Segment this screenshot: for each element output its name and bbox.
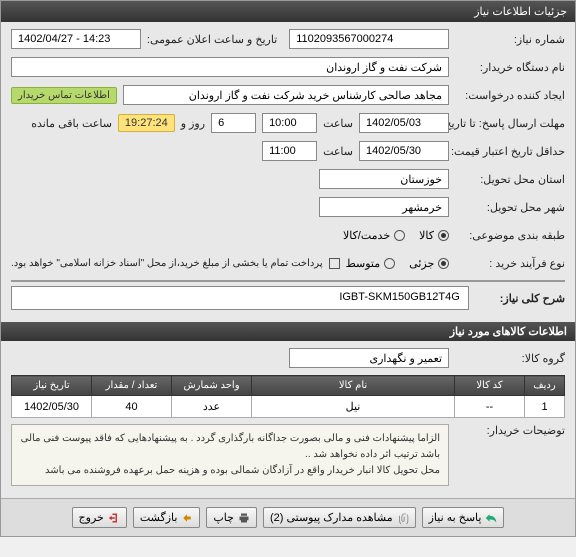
reply-icon	[485, 512, 497, 524]
table-row[interactable]: 1 -- نیل عدد 40 1402/05/30	[12, 396, 565, 418]
category-radios: کالا خدمت/کالا	[343, 229, 449, 242]
buyer-org-field: شرکت نفت و گاز اروندان	[11, 57, 449, 77]
td-date: 1402/05/30	[12, 396, 92, 418]
radio-icon	[384, 258, 395, 269]
buy-type-radios: جزئی متوسط	[346, 257, 450, 270]
province-field: خوزستان	[319, 169, 449, 189]
divider	[11, 280, 565, 282]
cat-service-label: خدمت/کالا	[343, 229, 390, 242]
need-details-window: جزئیات اطلاعات نیاز شماره نیاز: 11020935…	[0, 0, 576, 537]
table-header-row: ردیف کد کالا نام کالا واحد شمارش تعداد /…	[12, 376, 565, 396]
reply-label: پاسخ به نیاز	[429, 511, 482, 524]
validity-time: 11:00	[262, 141, 317, 161]
back-label: بازگشت	[140, 511, 178, 524]
reply-button[interactable]: پاسخ به نیاز	[422, 507, 505, 528]
items-header: اطلاعات کالاهای مورد نیاز	[1, 322, 575, 341]
radio-checked-icon	[438, 230, 449, 241]
days-field: 6	[211, 113, 256, 133]
print-button[interactable]: چاپ	[206, 507, 257, 528]
contact-badge[interactable]: اطلاعات تماس خریدار	[11, 87, 117, 104]
buyer-org-label: نام دستگاه خریدار:	[455, 61, 565, 74]
exit-icon	[108, 512, 120, 524]
group-field: تعمیر و نگهداری	[289, 348, 449, 368]
items-table: ردیف کد کالا نام کالا واحد شمارش تعداد /…	[11, 375, 565, 418]
city-field: خرمشهر	[319, 197, 449, 217]
public-date-label: تاریخ و ساعت اعلان عمومی:	[147, 33, 277, 46]
desc-line1: الزاما پیشنهادات فنی و مالی بصورت جداگان…	[20, 431, 440, 463]
exit-label: خروج	[79, 511, 104, 524]
province-label: استان محل تحویل:	[455, 173, 565, 186]
td-name: نیل	[252, 396, 455, 418]
need-no-label: شماره نیاز:	[455, 33, 565, 46]
need-title-field: IGBT-SKM150GB12T4G	[11, 286, 469, 310]
radio-icon	[394, 230, 405, 241]
td-unit: عدد	[172, 396, 252, 418]
items-section: گروه کالا: تعمیر و نگهداری ردیف کد کالا …	[1, 341, 575, 498]
td-qty: 40	[92, 396, 172, 418]
bt-medium-label: متوسط	[346, 257, 381, 270]
back-icon	[181, 512, 193, 524]
payment-checkbox[interactable]	[329, 258, 340, 269]
th-code: کد کالا	[455, 376, 525, 396]
footer-buttons: پاسخ به نیاز مشاهده مدارک پیوستی (2) چاپ…	[1, 498, 575, 536]
bt-minor-label: جزئی	[409, 257, 434, 270]
attach-button[interactable]: مشاهده مدارک پیوستی (2)	[263, 507, 416, 528]
requester-field: مجاهد صالحی کارشناس خرید شرکت نفت و گاز …	[123, 85, 449, 105]
public-date-field: 1402/04/27 - 14:23	[11, 29, 141, 49]
requester-label: ایجاد کننده درخواست:	[455, 89, 565, 102]
payment-note: پرداخت تمام یا بخشی از مبلغ خرید،از محل …	[11, 258, 323, 269]
validity-label: حداقل تاریخ اعتبار قیمت: تا تاریخ:	[455, 145, 565, 158]
category-label: طبقه بندی موضوعی:	[455, 229, 565, 242]
radio-checked-icon	[438, 258, 449, 269]
exit-button[interactable]: خروج	[72, 507, 127, 528]
th-date: تاریخ نیاز	[12, 376, 92, 396]
cat-goods-radio[interactable]: کالا	[419, 229, 449, 242]
desc-line2: محل تحویل کالا انبار خریدار واقع در آزاد…	[20, 463, 440, 479]
window-title: جزئیات اطلاعات نیاز	[1, 1, 575, 22]
need-title-label: شرح کلی نیاز:	[475, 292, 565, 305]
th-qty: تعداد / مقدار	[92, 376, 172, 396]
th-row: ردیف	[525, 376, 565, 396]
header-section: شماره نیاز: 1102093567000274 تاریخ و ساع…	[1, 22, 575, 322]
cat-service-radio[interactable]: خدمت/کالا	[343, 229, 405, 242]
buy-type-label: نوع فرآیند خرید :	[455, 257, 565, 270]
th-name: نام کالا	[252, 376, 455, 396]
td-row: 1	[525, 396, 565, 418]
buyer-desc-box: الزاما پیشنهادات فنی و مالی بصورت جداگان…	[11, 424, 449, 486]
need-no-field: 1102093567000274	[289, 29, 449, 49]
attach-label: مشاهده مدارک پیوستی (2)	[270, 511, 393, 524]
back-button[interactable]: بازگشت	[133, 507, 201, 528]
bt-medium-radio[interactable]: متوسط	[346, 257, 396, 270]
time-label-1: ساعت	[323, 117, 353, 130]
cat-goods-label: کالا	[419, 229, 434, 242]
remaining-label: ساعت باقی مانده	[31, 117, 112, 130]
deadline-date: 1402/05/03	[359, 113, 449, 133]
time-label-2: ساعت	[323, 145, 353, 158]
td-code: --	[455, 396, 525, 418]
print-label: چاپ	[213, 511, 234, 524]
attachment-icon	[397, 512, 409, 524]
remaining-time: 19:27:24	[118, 114, 175, 132]
th-unit: واحد شمارش	[172, 376, 252, 396]
city-label: شهر محل تحویل:	[455, 201, 565, 214]
buyer-desc-label: توضیحات خریدار:	[455, 424, 565, 437]
print-icon	[238, 512, 250, 524]
and-label: روز و	[181, 117, 205, 130]
bt-minor-radio[interactable]: جزئی	[409, 257, 449, 270]
deadline-time: 10:00	[262, 113, 317, 133]
validity-date: 1402/05/30	[359, 141, 449, 161]
group-label: گروه کالا:	[455, 352, 565, 365]
deadline-label: مهلت ارسال پاسخ: تا تاریخ:	[455, 117, 565, 130]
